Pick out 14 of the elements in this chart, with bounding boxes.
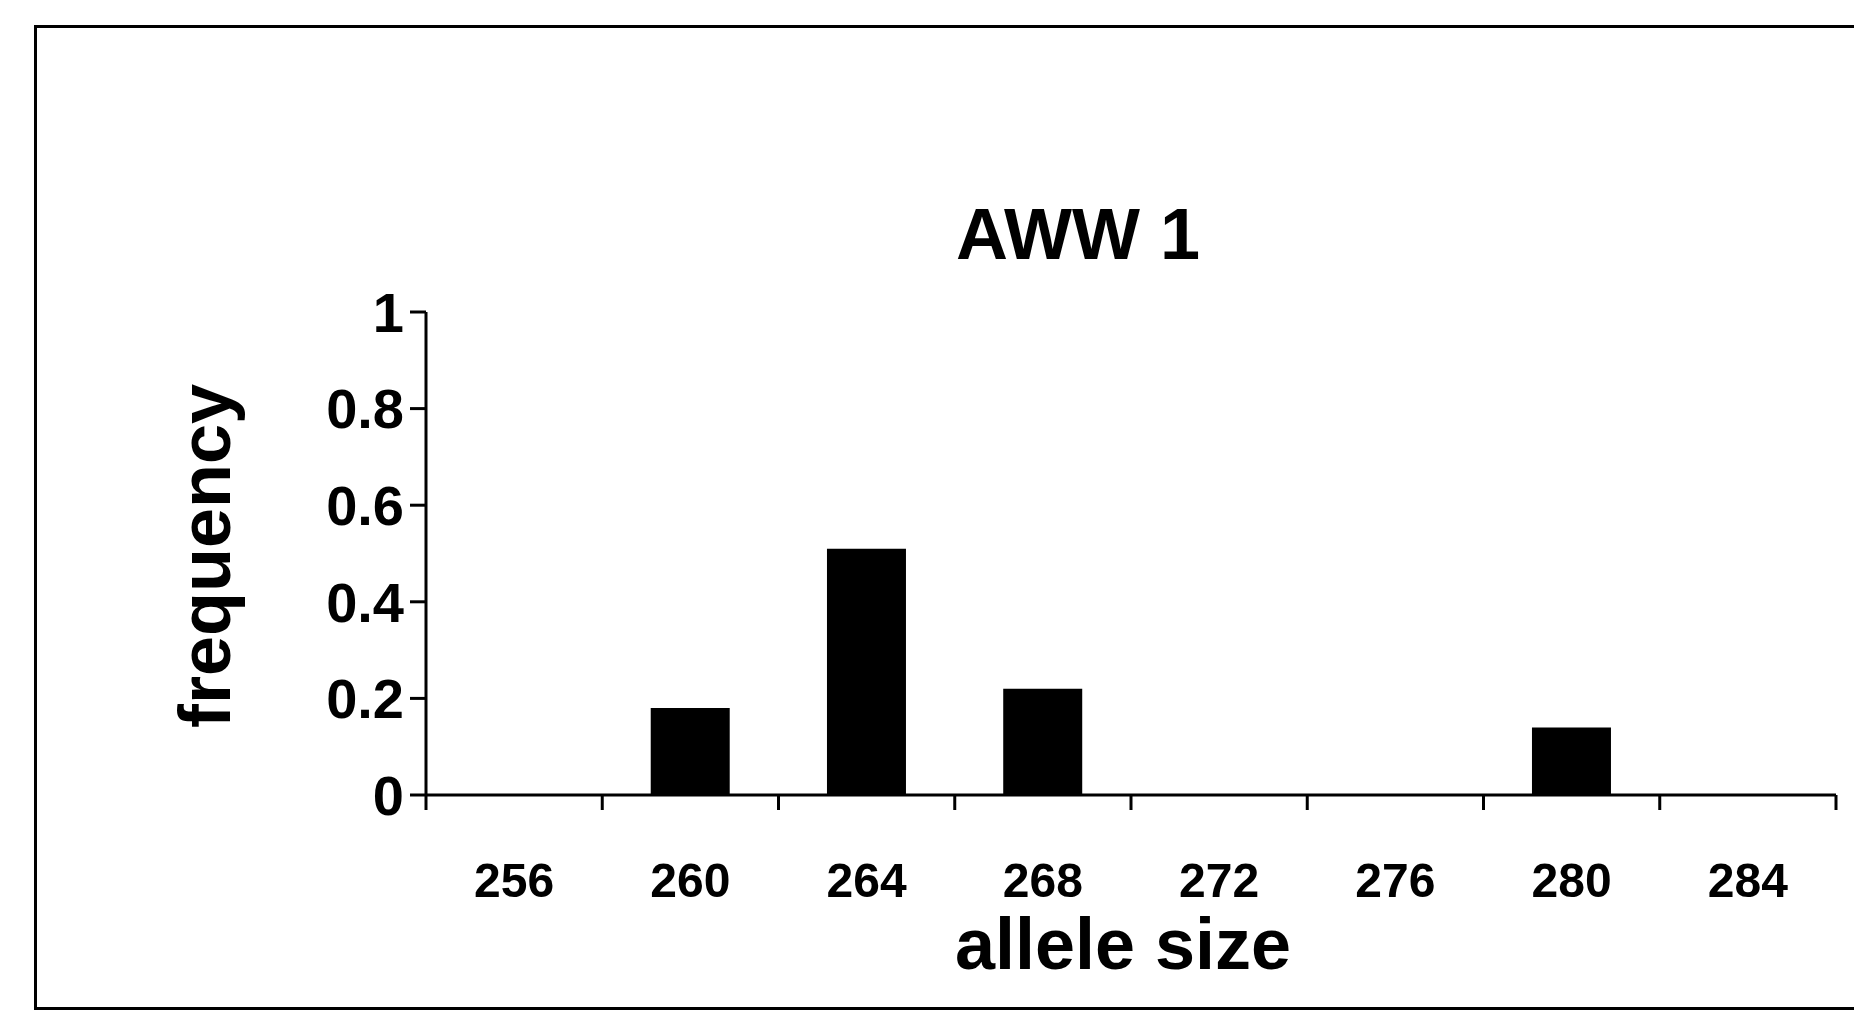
y-tick-label: 0.4 — [326, 570, 404, 634]
x-tick-label: 264 — [826, 854, 907, 908]
y-tick-label: 1 — [372, 280, 404, 344]
y-tick-label: 0.6 — [326, 474, 404, 538]
y-tick-label: 0.2 — [326, 667, 404, 731]
x-tick-label: 260 — [650, 854, 731, 908]
y-tick-label: 0.8 — [326, 377, 404, 441]
x-tick-label: 256 — [474, 854, 555, 908]
x-tick-label: 284 — [1707, 854, 1789, 908]
chart-title: AWW 1 — [956, 194, 1200, 274]
y-tick-label: 0 — [372, 763, 404, 827]
y-axis-title: frequency — [165, 383, 245, 729]
x-tick-label: 276 — [1355, 854, 1436, 908]
x-tick-label: 280 — [1531, 854, 1612, 908]
